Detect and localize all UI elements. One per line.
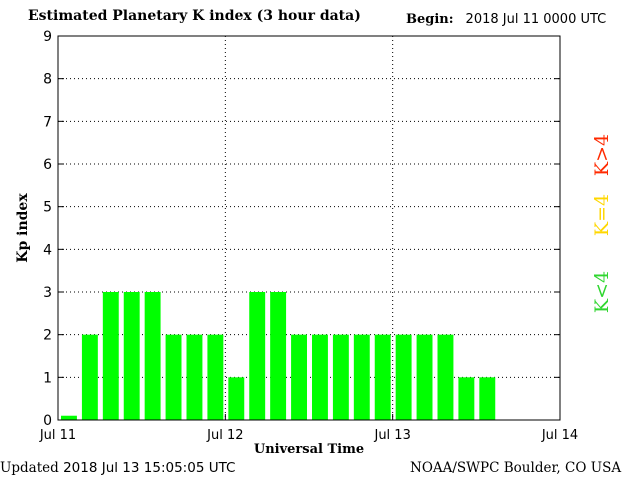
x-tick-label: Jul 12	[206, 428, 243, 443]
source-credit: NOAA/SWPC Boulder, CO USA	[410, 460, 622, 476]
bar	[102, 292, 119, 420]
updated-line: Updated 2018 Jul 13 15:05:05 UTC	[0, 460, 235, 476]
bar	[416, 334, 433, 420]
bar	[374, 334, 391, 420]
bar	[270, 292, 287, 420]
x-tick-label: Jul 11	[39, 428, 76, 443]
bar	[395, 334, 412, 420]
y-tick-label: 2	[43, 328, 52, 344]
chart-title: Estimated Planetary K index (3 hour data…	[28, 8, 361, 24]
legend-label: K>4	[591, 134, 613, 176]
bar	[165, 334, 182, 420]
legend-label: K<4	[591, 271, 613, 313]
y-tick-label: 1	[43, 370, 52, 386]
begin-value: 2018 Jul 11 0000 UTC	[465, 12, 607, 27]
bar	[61, 415, 77, 420]
bar	[353, 334, 370, 420]
bar	[437, 334, 454, 420]
updated-value: 2018 Jul 13 15:05:05 UTC	[63, 460, 236, 476]
bar	[186, 334, 203, 420]
y-axis-label: Kp index	[15, 193, 31, 263]
bar	[312, 334, 328, 420]
bar	[479, 377, 496, 420]
bar	[458, 377, 475, 420]
x-tick-label: Jul 13	[373, 428, 410, 443]
y-tick-label: 3	[43, 285, 52, 301]
legend-label: K=4	[591, 194, 613, 236]
y-tick-label: 0	[43, 413, 52, 429]
bar	[144, 292, 161, 420]
bar	[123, 292, 140, 420]
x-tick-label: Jul 14	[541, 428, 578, 443]
y-tick-label: 9	[43, 29, 52, 45]
updated-label: Updated	[0, 460, 59, 476]
bar	[249, 292, 266, 420]
bar	[332, 334, 349, 420]
begin-label: Begin:	[406, 12, 454, 27]
bar	[207, 334, 224, 420]
y-tick-label: 6	[43, 157, 52, 173]
plot-frame	[57, 35, 561, 421]
y-tick-label: 5	[43, 200, 52, 216]
begin-time: Begin: 2018 Jul 11 0000 UTC	[406, 12, 606, 27]
y-tick-label: 4	[43, 242, 52, 258]
y-tick-label: 7	[43, 114, 52, 130]
bar	[81, 334, 98, 420]
bar	[228, 377, 245, 420]
x-axis-label: Universal Time	[254, 442, 364, 457]
bar	[291, 334, 307, 420]
y-tick-label: 8	[43, 72, 52, 88]
